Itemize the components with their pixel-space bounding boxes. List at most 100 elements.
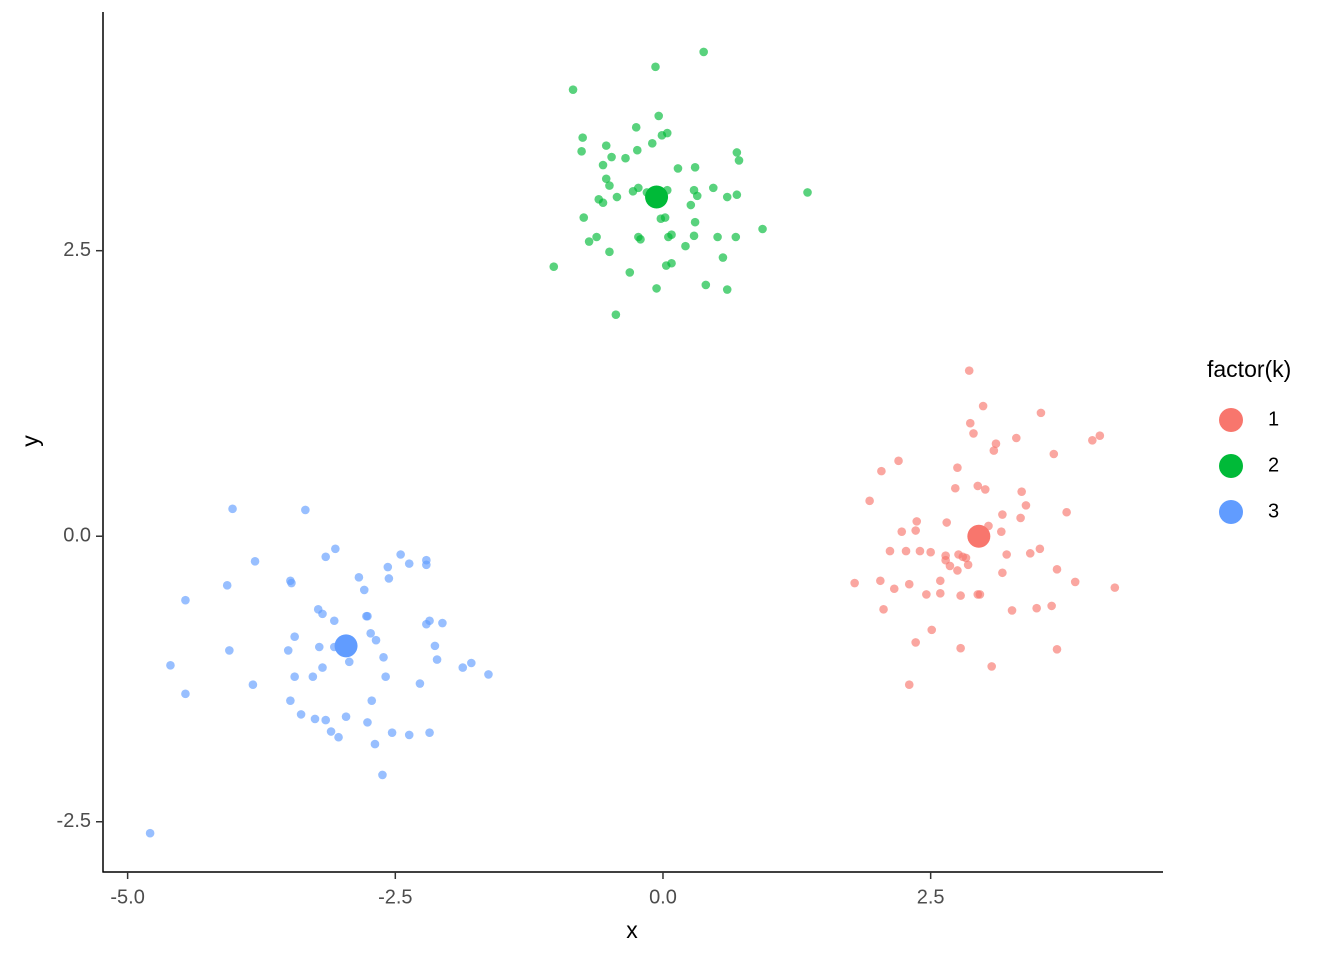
point <box>732 190 742 200</box>
point <box>371 635 381 645</box>
point <box>950 483 960 493</box>
point <box>935 589 945 598</box>
point <box>331 544 340 554</box>
point <box>651 62 660 72</box>
point <box>366 629 375 638</box>
point <box>579 213 589 222</box>
point <box>321 552 331 562</box>
point <box>1062 507 1071 517</box>
point <box>1016 513 1025 523</box>
point <box>978 401 988 411</box>
point <box>718 253 728 262</box>
point <box>1052 565 1062 574</box>
point <box>989 446 999 455</box>
point <box>379 652 388 662</box>
point <box>732 148 742 157</box>
y-tick-label: -2.5 <box>57 810 91 832</box>
point <box>876 576 885 586</box>
point <box>286 696 295 705</box>
point <box>628 187 638 196</box>
point <box>631 123 641 132</box>
point <box>667 258 676 268</box>
point <box>432 655 442 664</box>
point <box>973 481 983 491</box>
point <box>422 560 431 570</box>
point <box>363 611 372 621</box>
point <box>584 237 594 246</box>
point <box>904 579 914 589</box>
point <box>598 160 608 170</box>
point <box>363 718 372 727</box>
point <box>228 504 237 514</box>
point <box>636 234 645 244</box>
point <box>321 715 331 725</box>
point <box>1047 601 1056 611</box>
point <box>911 526 920 535</box>
centroid <box>645 185 669 209</box>
point <box>850 578 859 588</box>
point <box>1036 408 1046 418</box>
point <box>1095 431 1105 441</box>
point <box>956 643 965 653</box>
point <box>296 710 306 719</box>
point <box>709 183 718 193</box>
point <box>577 147 586 156</box>
legend-key <box>1219 454 1243 478</box>
point <box>885 546 895 556</box>
point <box>722 192 732 202</box>
x-axis-title: x <box>626 917 638 943</box>
point <box>998 510 1007 519</box>
point <box>612 192 622 202</box>
point <box>701 280 711 290</box>
point <box>341 712 351 721</box>
point <box>384 574 394 583</box>
point <box>654 111 663 121</box>
x-tick-label: -2.5 <box>378 886 412 908</box>
point <box>980 485 990 494</box>
point <box>549 262 559 271</box>
point <box>731 232 741 242</box>
point <box>310 714 320 724</box>
point <box>975 590 985 599</box>
point <box>953 566 962 575</box>
point <box>699 47 708 57</box>
point <box>865 496 874 506</box>
point <box>632 145 642 155</box>
point <box>922 590 931 599</box>
point <box>1110 583 1120 592</box>
point <box>722 285 732 294</box>
point <box>965 418 975 428</box>
point <box>605 181 614 190</box>
point <box>904 680 914 689</box>
point <box>458 663 468 672</box>
point <box>404 559 414 568</box>
point <box>1025 549 1035 558</box>
point <box>601 141 611 150</box>
point <box>1012 433 1021 443</box>
point <box>181 595 190 605</box>
point <box>329 616 339 626</box>
point <box>415 679 425 688</box>
point <box>601 174 611 184</box>
point <box>287 578 296 588</box>
point <box>681 241 690 251</box>
point <box>484 670 493 679</box>
point <box>673 164 683 173</box>
point <box>344 657 354 667</box>
centroid <box>334 634 358 658</box>
legend-title: factor(k) <box>1207 356 1291 382</box>
point <box>647 139 657 148</box>
point <box>911 638 920 647</box>
point <box>692 191 702 201</box>
point <box>308 672 318 682</box>
point <box>935 576 945 586</box>
legend-label: 1 <box>1268 408 1279 430</box>
point <box>652 284 661 293</box>
point <box>963 560 973 570</box>
point <box>942 518 952 527</box>
point <box>290 672 299 682</box>
legend-label: 3 <box>1268 500 1279 522</box>
point <box>1070 577 1080 587</box>
point <box>690 217 700 227</box>
